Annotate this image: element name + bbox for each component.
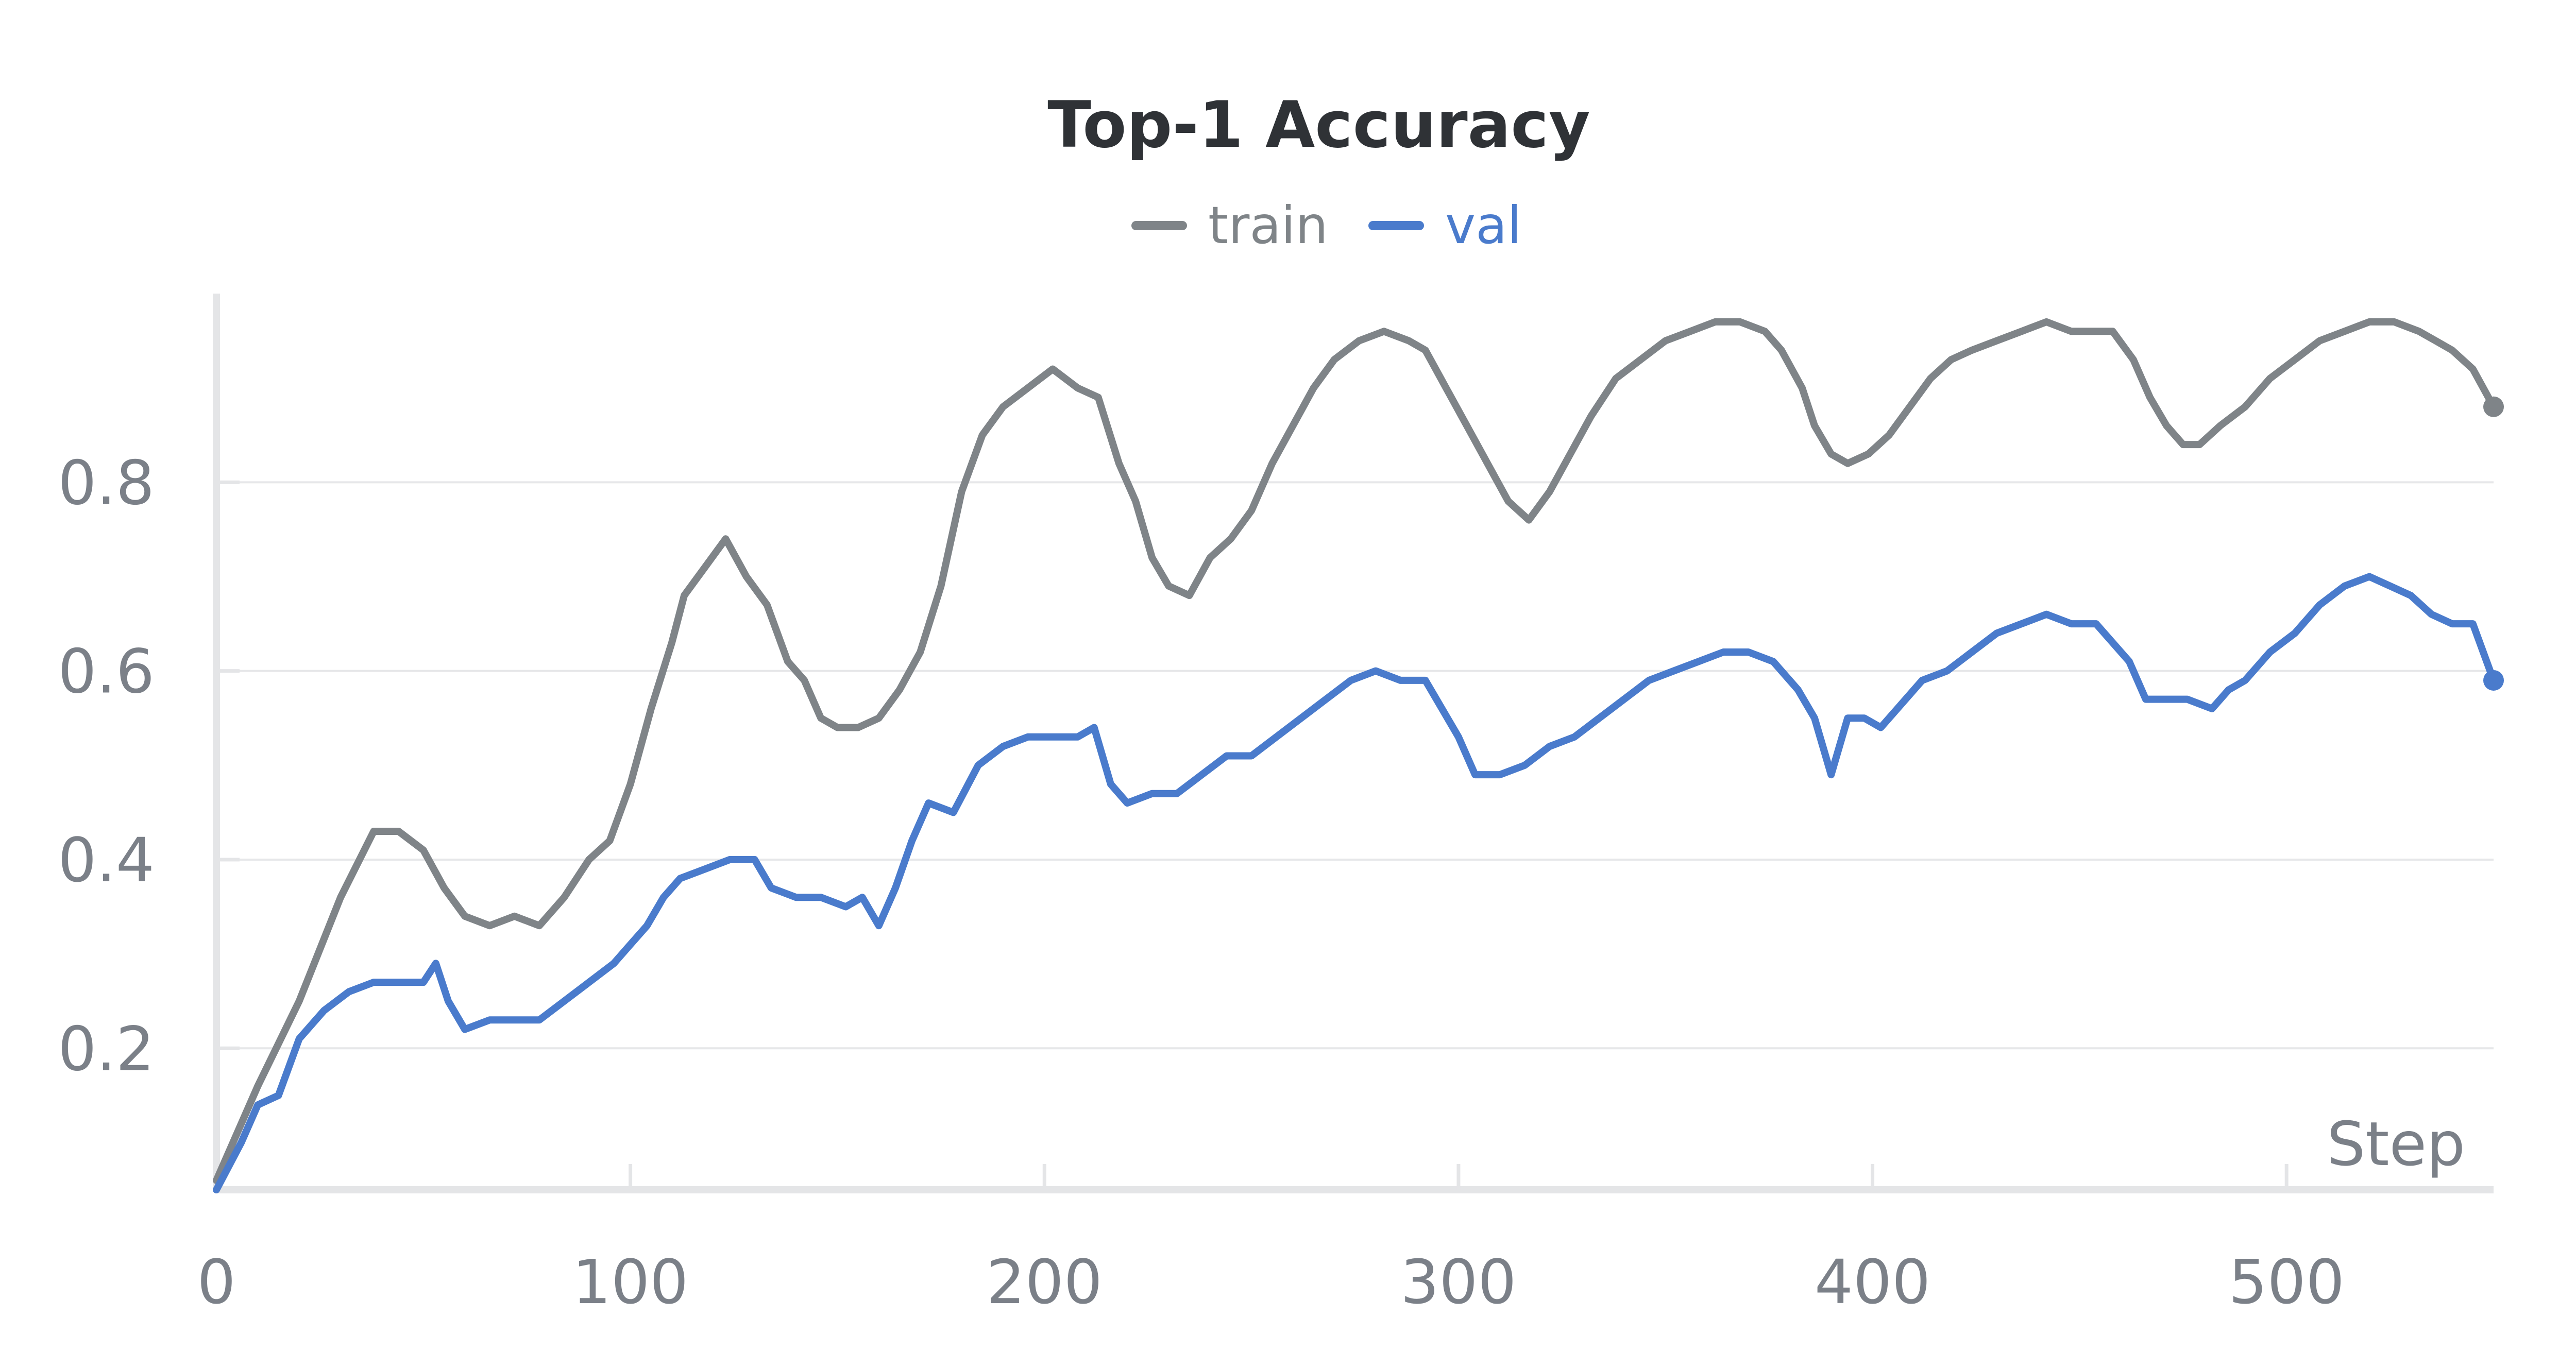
legend: train val bbox=[1131, 195, 1521, 255]
x-tick-label: 0 bbox=[197, 1246, 235, 1318]
legend-label-val: val bbox=[1445, 195, 1521, 255]
x-tick-label: 100 bbox=[572, 1246, 688, 1318]
series-line-val bbox=[213, 573, 2497, 1193]
y-tick-label: 0.4 bbox=[58, 825, 155, 896]
axes bbox=[213, 294, 2494, 1193]
chart-title: Top-1 Accuracy bbox=[1047, 88, 1590, 162]
y-tick-label: 0.6 bbox=[58, 636, 155, 707]
x-tick-label: 500 bbox=[2229, 1246, 2345, 1318]
x-tick-label: 200 bbox=[987, 1246, 1103, 1318]
tick-labels: 0.2 0.4 0.6 0.8 0 100 200 300 400 500 bbox=[58, 447, 2344, 1318]
y-tick-label: 0.8 bbox=[58, 447, 155, 518]
series-endpoint-train bbox=[2483, 396, 2504, 417]
x-tick-label: 400 bbox=[1815, 1246, 1930, 1318]
series-endpoint-val bbox=[2483, 670, 2504, 691]
legend-item-val[interactable]: val bbox=[1368, 195, 1521, 255]
x-tick-label: 300 bbox=[1400, 1246, 1516, 1318]
series-line-train bbox=[213, 318, 2497, 1184]
legend-item-train[interactable]: train bbox=[1131, 195, 1328, 255]
y-tick-label: 0.2 bbox=[58, 1013, 155, 1084]
x-axis-label: Step bbox=[2327, 1108, 2465, 1179]
legend-label-train: train bbox=[1208, 195, 1328, 255]
series bbox=[213, 318, 2504, 1193]
gridlines bbox=[216, 481, 2494, 1050]
